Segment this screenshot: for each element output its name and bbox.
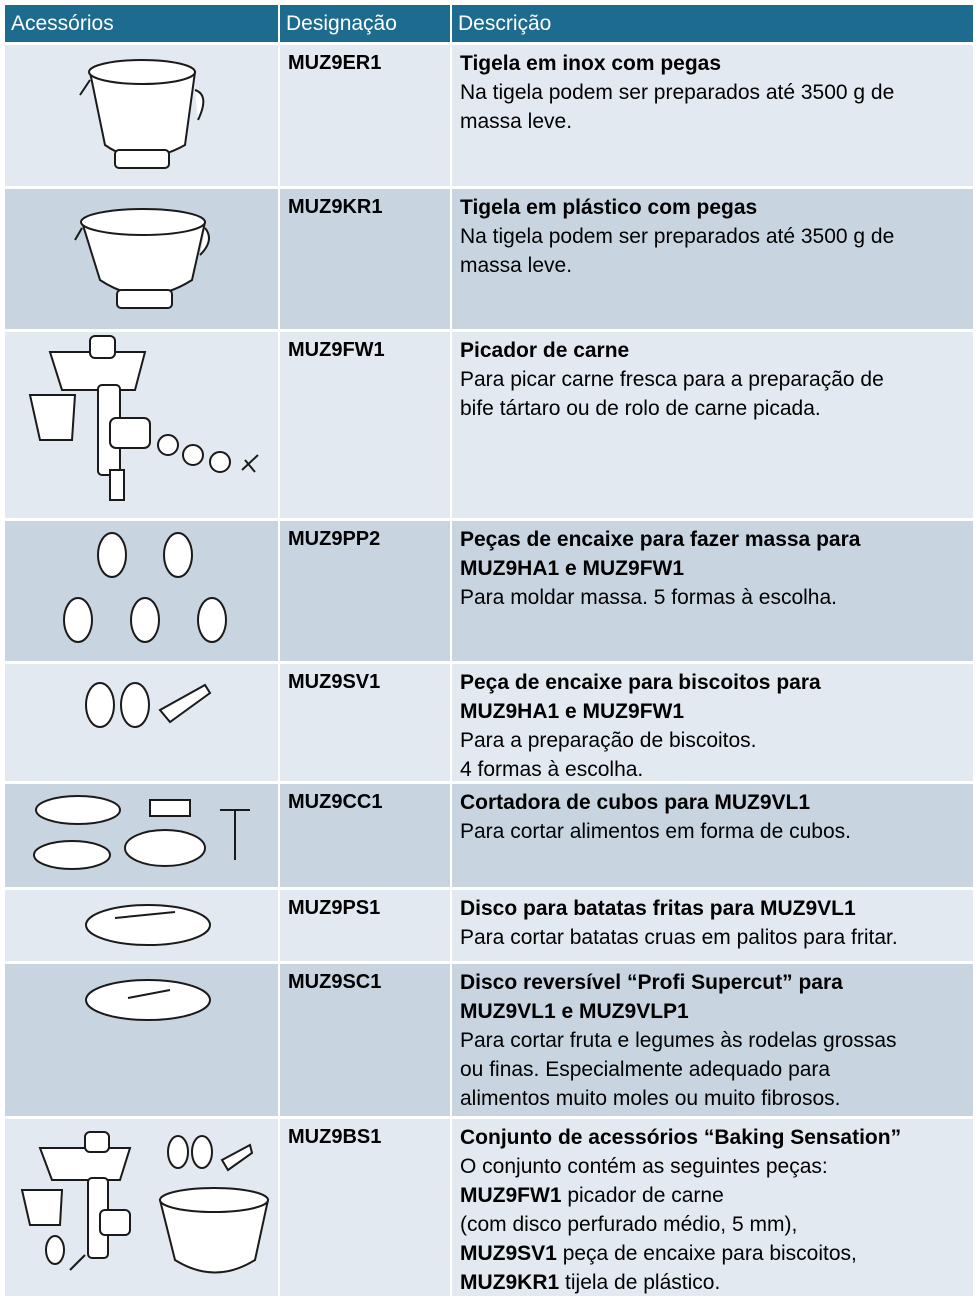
- code-cell: MUZ9BS1: [280, 1119, 450, 1296]
- part-text: tijela de plástico.: [559, 1271, 721, 1294]
- description-cell: Conjunto de acessórios “Baking Sensation…: [452, 1119, 973, 1296]
- description-line: bife tártaro ou de rolo de carne picada.: [460, 397, 821, 420]
- code-cell: MUZ9SC1: [280, 964, 450, 1116]
- description-line: Na tigela podem ser preparados até 3500 …: [460, 81, 895, 104]
- description-line: alimentos muito moles ou muito fibrosos.: [460, 1087, 841, 1110]
- part-code: MUZ9KR1: [460, 1271, 560, 1294]
- code-cell: MUZ9FW1: [280, 332, 450, 518]
- description-line: massa leve.: [460, 254, 573, 277]
- part-text: picador de carne: [561, 1184, 724, 1207]
- image-cell: [5, 784, 278, 887]
- description-line: Na tigela podem ser preparados até 3500 …: [460, 225, 895, 248]
- item-title: Tigela em plástico com pegas: [460, 196, 758, 219]
- image-cell: [5, 332, 278, 518]
- image-cell: [5, 45, 278, 186]
- description-line: Para a preparação de biscoitos.: [460, 729, 757, 752]
- description-cell: Peça de encaixe para biscoitos para MUZ9H…: [452, 664, 973, 781]
- item-title: Tigela em inox com pegas: [460, 52, 722, 75]
- image-cell: [5, 189, 278, 329]
- item-title: Picador de carne: [460, 339, 630, 362]
- image-cell: [5, 1119, 278, 1296]
- item-title: Peça de encaixe para biscoitos para: [460, 671, 821, 694]
- part-text: peça de encaixe para biscoitos,: [556, 1242, 857, 1265]
- description-line: Para cortar batatas cruas em palitos par…: [460, 926, 898, 949]
- item-title: MUZ9VL1 e MUZ9VLP1: [460, 1000, 689, 1023]
- code-cell: MUZ9SV1: [280, 664, 450, 781]
- description-line: O conjunto contém as seguintes peças:: [460, 1155, 828, 1178]
- header-cell: Designação: [280, 5, 450, 42]
- header-cell: Descrição: [452, 5, 973, 42]
- code-cell: MUZ9KR1: [280, 189, 450, 329]
- item-title: Peças de encaixe para fazer massa para: [460, 528, 861, 551]
- code-cell: MUZ9ER1: [280, 45, 450, 186]
- description-line: Para cortar fruta e legumes às rodelas g…: [460, 1029, 897, 1052]
- description-line: Para picar carne fresca para a preparaçã…: [460, 368, 884, 391]
- description-line: ou finas. Especialmente adequado para: [460, 1058, 831, 1081]
- description-cell: Picador de carne Para picar carne fresca …: [452, 332, 973, 518]
- header-cell: Acessórios: [5, 5, 278, 42]
- item-title: Disco reversível “Profi Supercut” para: [460, 971, 843, 994]
- description-line: MUZ9KR1 tijela de plástico.: [460, 1268, 973, 1297]
- item-title: MUZ9HA1 e MUZ9FW1: [460, 700, 685, 723]
- description-cell: Tigela em inox com pegas Na tigela podem …: [452, 45, 973, 186]
- description-cell: Peças de encaixe para fazer massa para MU…: [452, 521, 973, 661]
- description-line: massa leve.: [460, 110, 573, 133]
- part-code: MUZ9FW1: [460, 1184, 562, 1207]
- item-title: MUZ9HA1 e MUZ9FW1: [460, 557, 685, 580]
- description-cell: Cortadora de cubos para MUZ9VL1 Para cort…: [452, 784, 973, 887]
- description-line: Para moldar massa. 5 formas à escolha.: [460, 586, 837, 609]
- item-title: Disco para batatas fritas para MUZ9VL1: [460, 897, 856, 920]
- image-cell: [5, 521, 278, 661]
- description-line: (com disco perfurado médio, 5 mm),: [460, 1213, 798, 1236]
- description-cell: Disco para batatas fritas para MUZ9VL1 Pa…: [452, 890, 973, 961]
- image-cell: [5, 964, 278, 1116]
- item-title: Conjunto de acessórios “Baking Sensation…: [460, 1126, 902, 1149]
- image-cell: [5, 890, 278, 961]
- description-line: 4 formas à escolha.: [460, 758, 644, 781]
- description-cell: Disco reversível “Profi Supercut” para MU…: [452, 964, 973, 1116]
- description-cell: Tigela em plástico com pegas Na tigela po…: [452, 189, 973, 329]
- code-cell: MUZ9CC1: [280, 784, 450, 887]
- code-cell: MUZ9PS1: [280, 890, 450, 961]
- description-line: MUZ9SV1 peça de encaixe para biscoitos,: [460, 1239, 973, 1268]
- description-line: MUZ9FW1 picador de carne: [460, 1181, 973, 1210]
- code-cell: MUZ9PP2: [280, 521, 450, 661]
- item-title: Cortadora de cubos para MUZ9VL1: [460, 791, 811, 814]
- image-cell: [5, 664, 278, 781]
- description-line: Para cortar alimentos em forma de cubos.: [460, 820, 852, 843]
- part-code: MUZ9SV1: [460, 1242, 557, 1265]
